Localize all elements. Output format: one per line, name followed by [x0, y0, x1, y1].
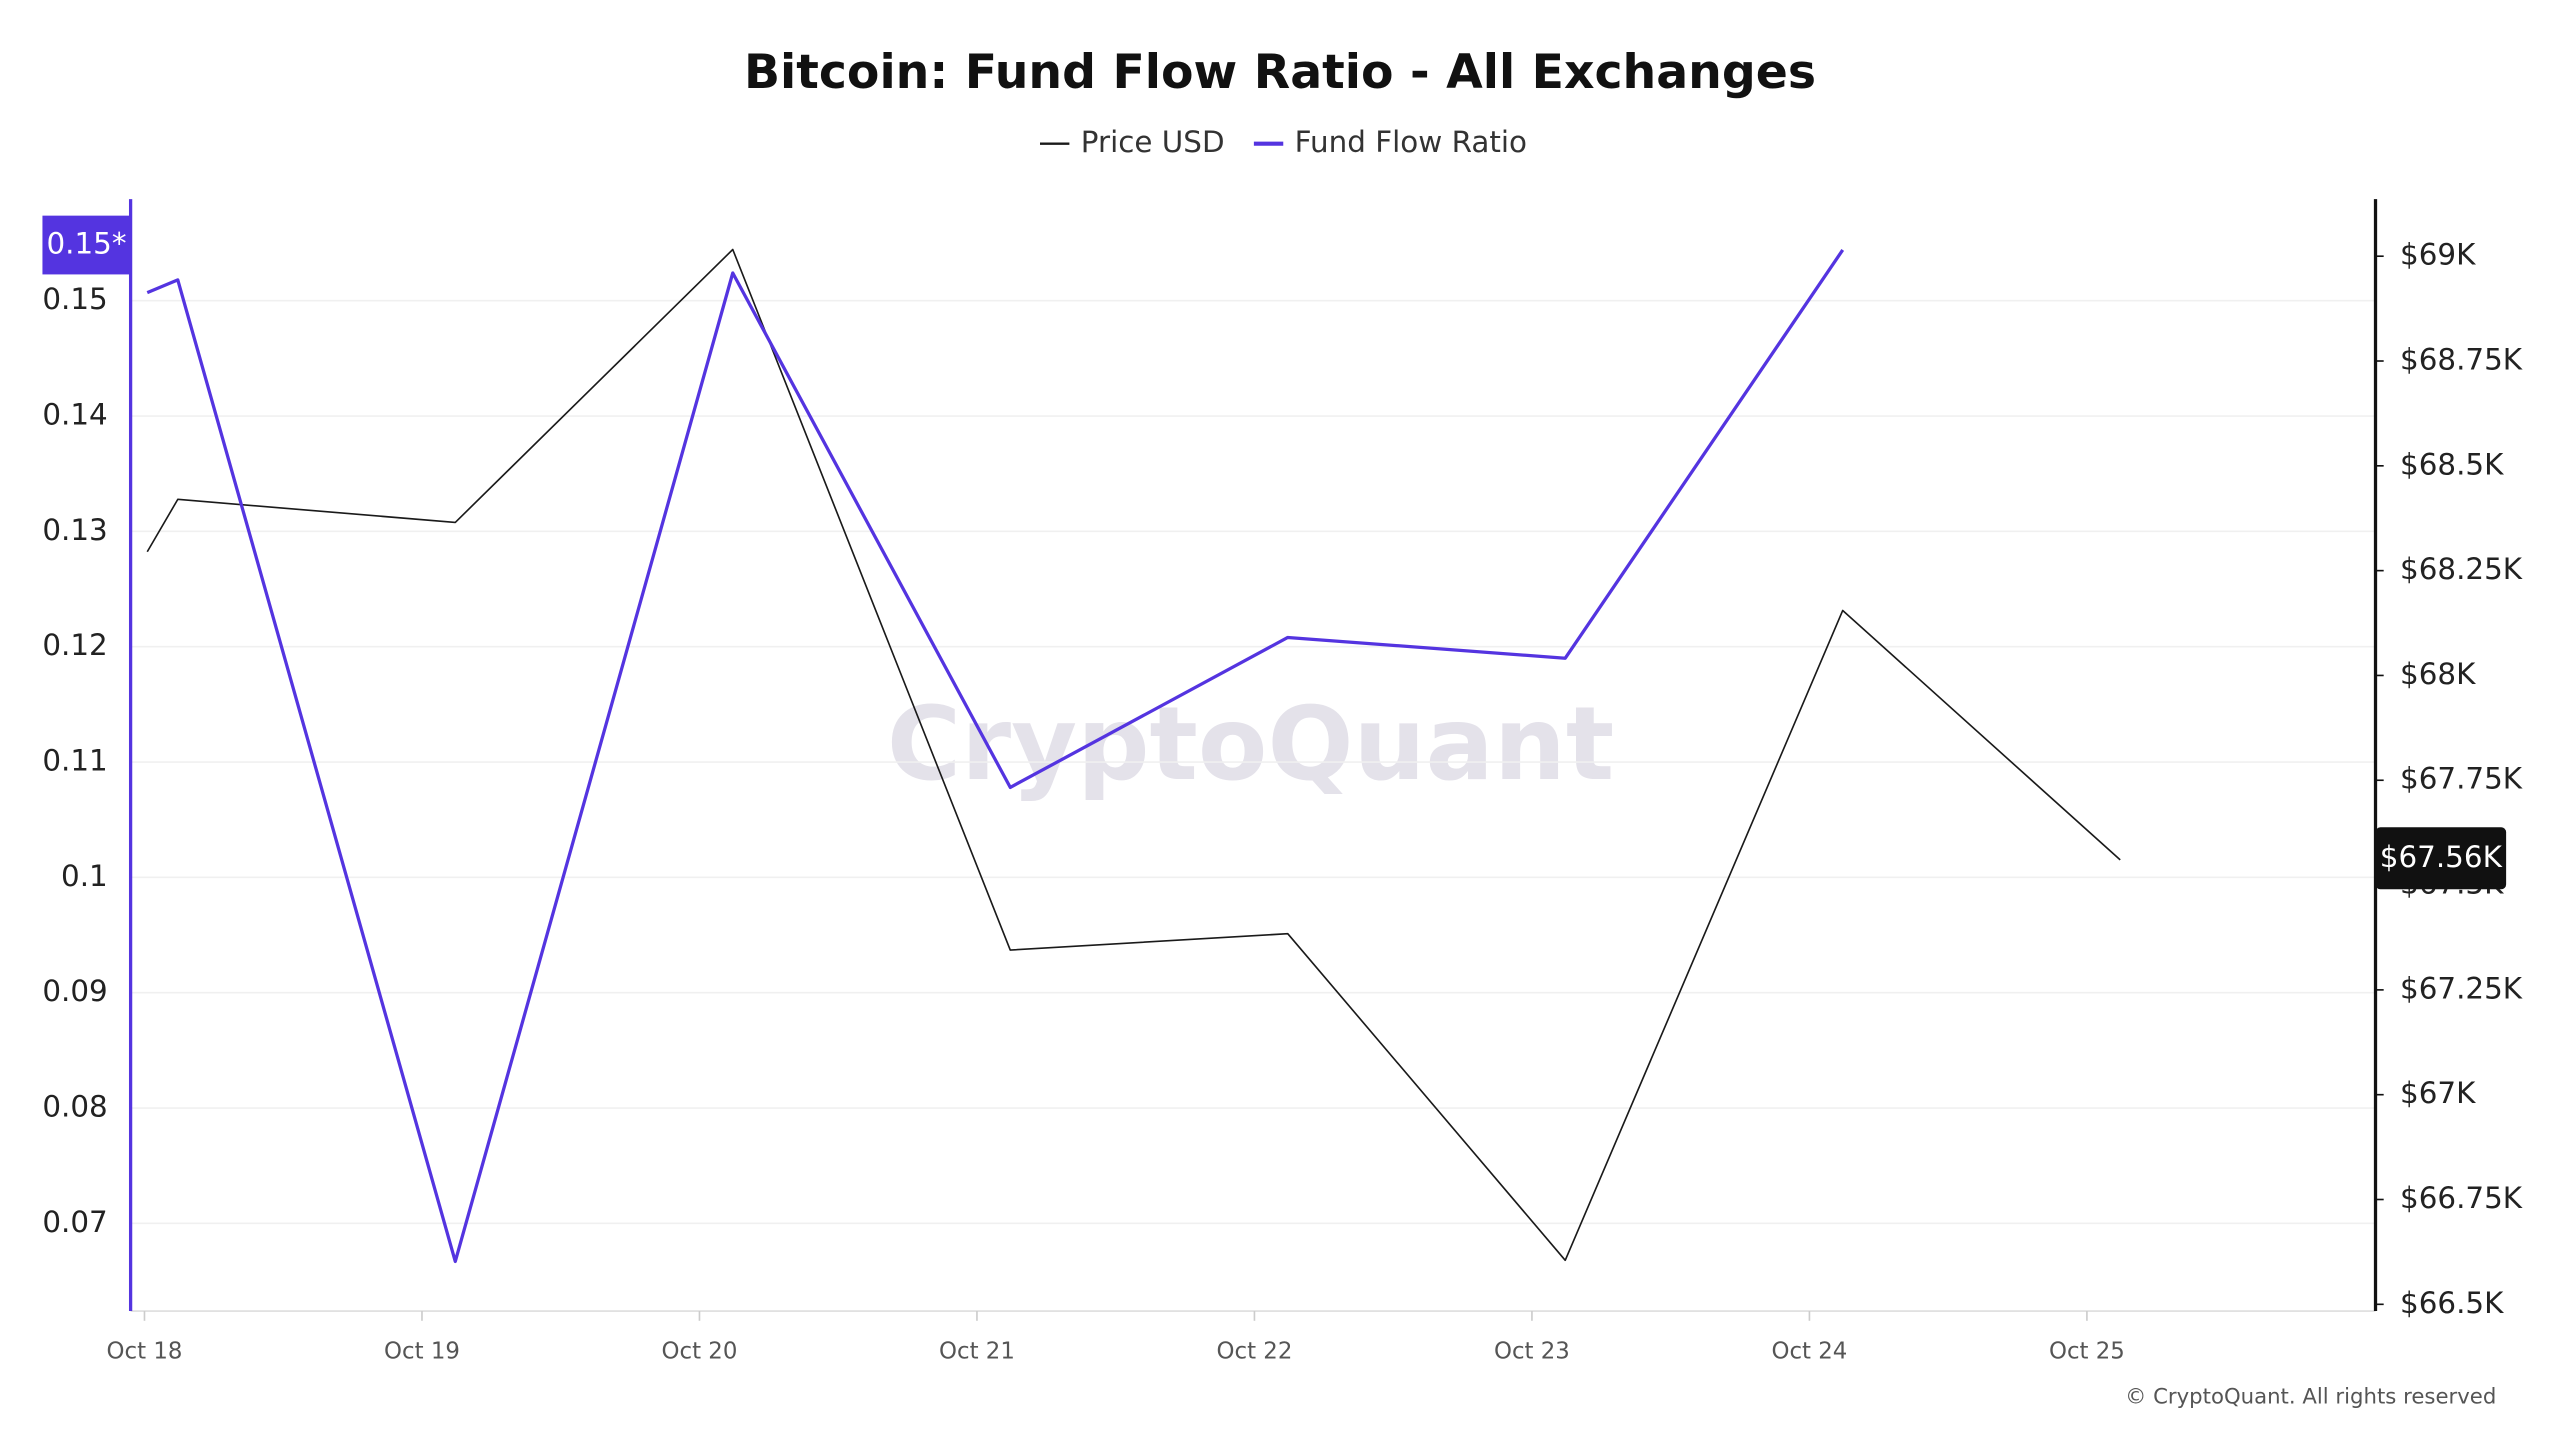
y-tick-label: 0.13: [42, 513, 107, 547]
x-tick-label: Oct 20: [662, 1338, 738, 1364]
x-tick-label: Oct 23: [1494, 1338, 1570, 1364]
y-tick-label: 0.15: [42, 282, 107, 316]
current-label: 0.15*: [46, 227, 126, 261]
x-tick-label: Oct 25: [2049, 1338, 2125, 1364]
y2-tick-label: $68K: [2400, 657, 2476, 691]
y-tick-label: 0.14: [42, 398, 107, 432]
y-tick-label: 0.09: [42, 974, 107, 1008]
y-tick-label: 0.11: [42, 744, 107, 778]
y2-tick-label: $68.75K: [2400, 343, 2523, 377]
y-tick-label: 0.1: [61, 859, 108, 893]
x-tick-label: Oct 18: [107, 1338, 183, 1364]
y2-tick-label: $69K: [2400, 238, 2476, 272]
y2-tick-label: $66.75K: [2400, 1181, 2523, 1215]
x-tick-label: Oct 24: [1772, 1338, 1848, 1364]
series-line: [146, 249, 1845, 1264]
footer: © CryptoQuant. All rights reserved: [2125, 1385, 2496, 1410]
y2-tick-label: $67.75K: [2400, 762, 2523, 796]
y-tick-label: 0.08: [42, 1090, 107, 1124]
y2-tick-label: $67.25K: [2400, 971, 2523, 1005]
series-line: [146, 248, 2121, 1262]
x-tick-label: Oct 22: [1217, 1338, 1293, 1364]
y-tick-label: 0.12: [42, 628, 107, 662]
y-tick-label: 0.07: [42, 1205, 107, 1239]
watermark: CryptoQuant: [887, 685, 1614, 803]
x-tick-label: Oct 21: [939, 1338, 1015, 1364]
current-badge: [2375, 827, 2507, 890]
current-badge: [42, 215, 131, 275]
y2-tick-label: $68.25K: [2400, 552, 2523, 586]
legend-label: Fund Flow Ratio: [1295, 125, 1527, 159]
y2-tick-label: $66.5K: [2400, 1286, 2504, 1320]
chart-title: Bitcoin: Fund Flow Ratio - All Exchanges: [744, 45, 1816, 100]
y2-tick-label: $67K: [2400, 1076, 2476, 1110]
y2-tick-label: $68.5K: [2400, 447, 2504, 481]
current-label: $67.56K: [2380, 840, 2503, 874]
x-tick-label: Oct 19: [384, 1338, 460, 1364]
legend-label: Price USD: [1081, 125, 1225, 159]
